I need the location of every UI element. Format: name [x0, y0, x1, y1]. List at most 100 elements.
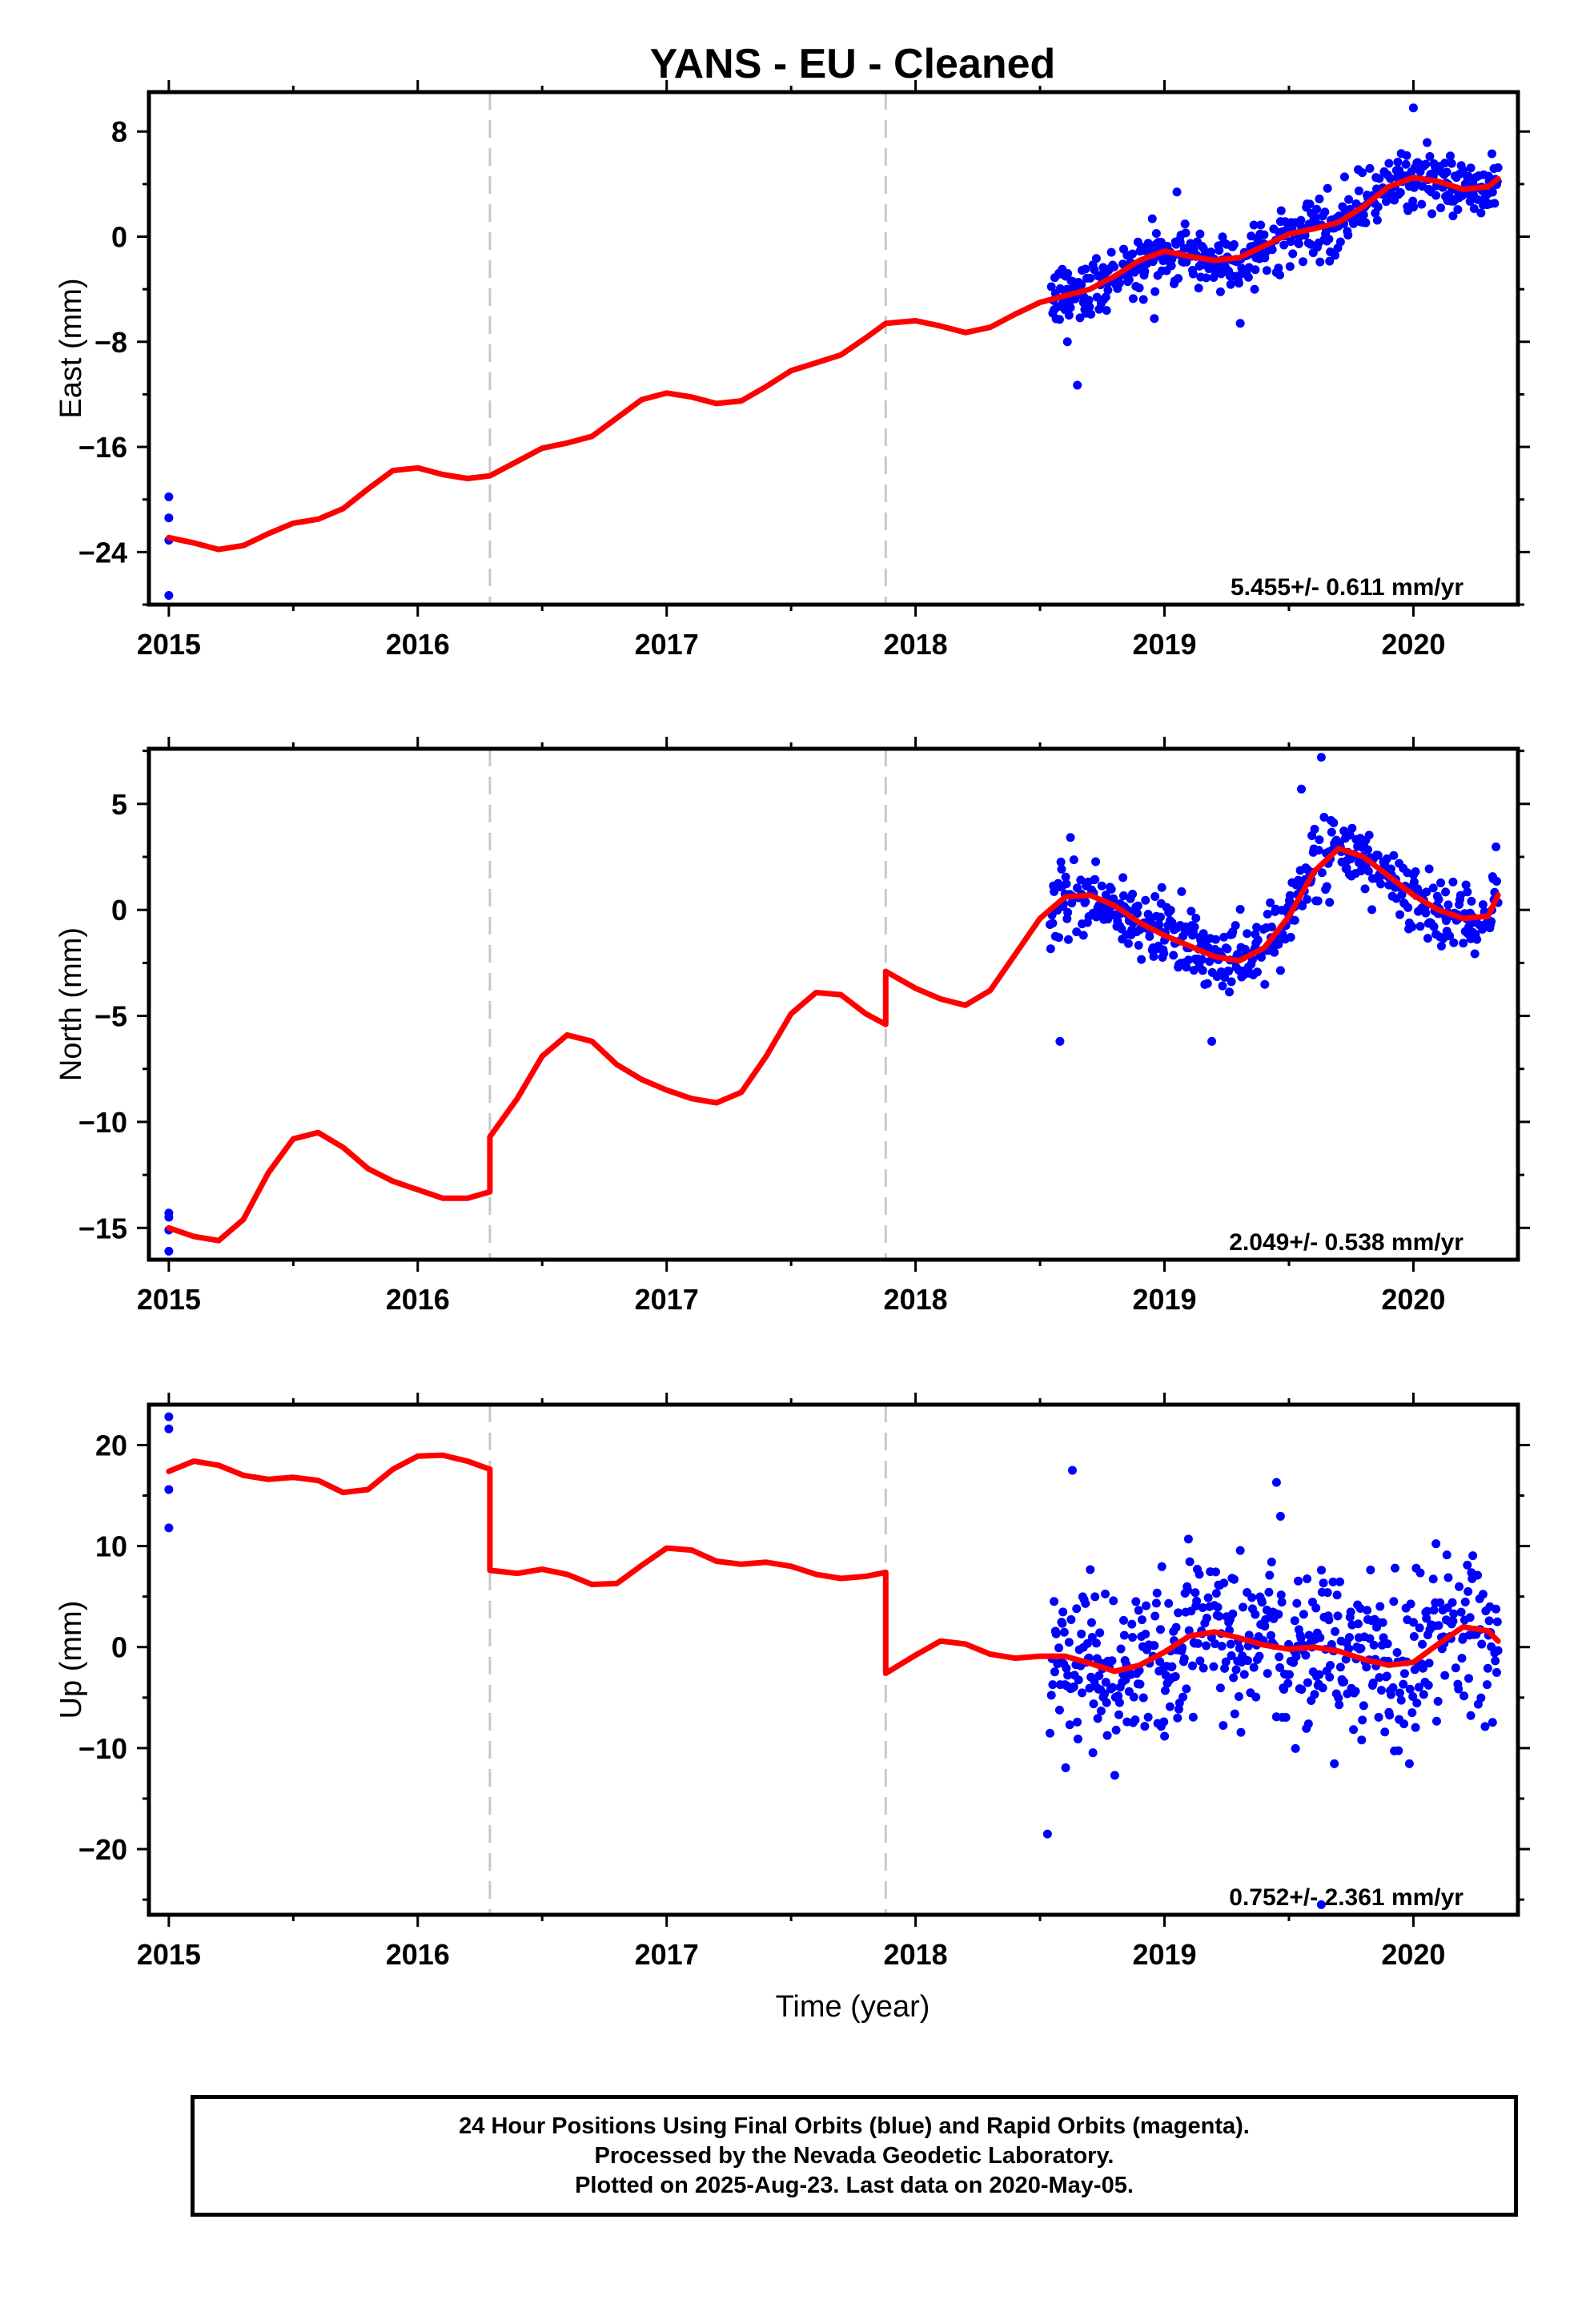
y-tick-label: 0: [111, 1631, 127, 1664]
data-point: [1492, 876, 1501, 886]
data-point: [1226, 1639, 1235, 1649]
data-point: [1170, 1672, 1180, 1682]
data-point: [1344, 195, 1354, 204]
data-point: [1477, 1639, 1487, 1649]
data-point: [1325, 256, 1335, 266]
data-point: [1493, 1646, 1503, 1655]
model-line-up: [166, 1452, 1501, 1676]
data-point: [1183, 955, 1193, 965]
data-point: [1157, 1562, 1166, 1571]
data-point: [1121, 1675, 1130, 1685]
outlier-point: [1062, 337, 1072, 347]
data-point: [1228, 1609, 1238, 1618]
data-point: [1305, 199, 1315, 209]
data-point: [1081, 897, 1090, 907]
x-tick-label: 2015: [137, 628, 201, 661]
data-point: [1207, 247, 1216, 257]
data-point: [1393, 157, 1403, 167]
data-point: [1358, 1715, 1367, 1725]
data-point: [1231, 1665, 1241, 1675]
data-point: [1359, 1701, 1368, 1711]
data-point: [1465, 1613, 1475, 1622]
data-point: [1154, 919, 1164, 929]
data-point: [1234, 1692, 1243, 1702]
data-point: [164, 1523, 174, 1533]
data-point: [1397, 890, 1407, 899]
data-point: [1441, 916, 1451, 926]
data-points-north: [164, 753, 1503, 1256]
data-point: [1466, 1711, 1476, 1720]
data-point: [164, 1246, 174, 1256]
data-point: [1179, 1654, 1189, 1663]
data-point: [1198, 966, 1207, 975]
data-point: [1215, 246, 1224, 255]
data-point: [1221, 1657, 1231, 1667]
data-point: [1078, 931, 1088, 940]
data-point: [1077, 1629, 1086, 1638]
data-point: [1106, 247, 1116, 257]
y-tick-label: −10: [78, 1106, 127, 1139]
data-point: [1093, 1714, 1102, 1723]
data-point: [1128, 890, 1138, 899]
data-point: [1323, 1588, 1332, 1598]
x-tick-label: 2015: [137, 1283, 201, 1316]
data-point: [1215, 1611, 1224, 1621]
data-point: [1061, 872, 1070, 882]
data-point: [1317, 868, 1327, 878]
data-point: [1380, 1727, 1390, 1737]
data-point: [1324, 235, 1334, 244]
data-point: [1365, 1634, 1375, 1643]
data-point: [1483, 1663, 1492, 1673]
outlier-point: [1297, 784, 1307, 794]
outlier-point: [1207, 1036, 1217, 1046]
data-point: [1085, 302, 1094, 312]
data-point: [1343, 231, 1353, 240]
x-tick-label: 2020: [1381, 628, 1445, 661]
data-point: [1100, 1689, 1110, 1699]
data-point: [1459, 939, 1468, 948]
data-point: [1181, 228, 1191, 238]
data-point: [1443, 1573, 1453, 1582]
data-point: [1142, 1601, 1151, 1610]
data-point: [1407, 922, 1417, 931]
data-point: [1054, 1643, 1064, 1653]
data-point: [1165, 1702, 1174, 1711]
data-point: [1364, 830, 1374, 840]
data-point: [1376, 879, 1386, 889]
data-point: [1423, 934, 1432, 943]
data-point: [1382, 854, 1391, 863]
data-point: [1464, 1674, 1473, 1683]
data-point: [1111, 1725, 1121, 1735]
data-point: [164, 591, 174, 601]
data-point: [1425, 151, 1435, 161]
data-point: [1150, 287, 1160, 296]
data-point: [1424, 1659, 1434, 1668]
data-point: [1118, 891, 1128, 900]
data-point: [1335, 1700, 1344, 1710]
x-tick-label: 2018: [884, 1938, 948, 1971]
data-point: [1235, 319, 1245, 328]
data-point: [1285, 891, 1295, 900]
data-point: [1428, 1574, 1438, 1584]
data-point: [1157, 883, 1166, 892]
data-point: [1252, 967, 1262, 977]
data-point: [1229, 1673, 1239, 1683]
data-point: [1395, 187, 1405, 197]
data-point: [1445, 931, 1455, 941]
data-point: [164, 1412, 174, 1421]
x-tick-label: 2020: [1381, 1938, 1445, 1971]
data-point: [1073, 1717, 1082, 1727]
data-point: [1310, 1690, 1319, 1699]
data-point: [1383, 1639, 1392, 1649]
data-point: [1440, 1671, 1450, 1680]
x-tick-label: 2015: [137, 1938, 201, 1971]
data-point: [1102, 1731, 1112, 1740]
data-point: [1219, 1721, 1228, 1731]
data-point: [1423, 1606, 1432, 1616]
data-point: [1267, 245, 1277, 255]
data-point: [1173, 1713, 1182, 1723]
data-point: [1314, 846, 1323, 855]
data-point: [1301, 1651, 1311, 1660]
data-point: [1392, 1648, 1402, 1658]
data-point: [1239, 1670, 1249, 1679]
